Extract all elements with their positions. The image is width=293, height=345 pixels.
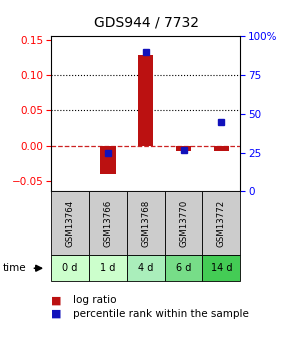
Bar [176,146,191,151]
Text: GSM13772: GSM13772 [217,200,226,247]
Text: GSM13770: GSM13770 [179,200,188,247]
Text: GDS944 / 7732: GDS944 / 7732 [94,16,199,30]
Bar [138,55,153,146]
Text: time: time [3,263,27,273]
Text: 14 d: 14 d [211,263,232,273]
Text: 4 d: 4 d [138,263,154,273]
Text: log ratio: log ratio [73,295,117,305]
Text: GSM13764: GSM13764 [66,200,75,247]
Text: GSM13766: GSM13766 [103,200,113,247]
Bar [214,146,229,151]
Text: ■: ■ [51,309,62,319]
Text: 6 d: 6 d [176,263,191,273]
Bar [100,146,115,174]
Text: percentile rank within the sample: percentile rank within the sample [73,309,249,319]
Text: 0 d: 0 d [62,263,78,273]
Text: 1 d: 1 d [100,263,116,273]
Text: ■: ■ [51,295,62,305]
Text: GSM13768: GSM13768 [141,200,150,247]
